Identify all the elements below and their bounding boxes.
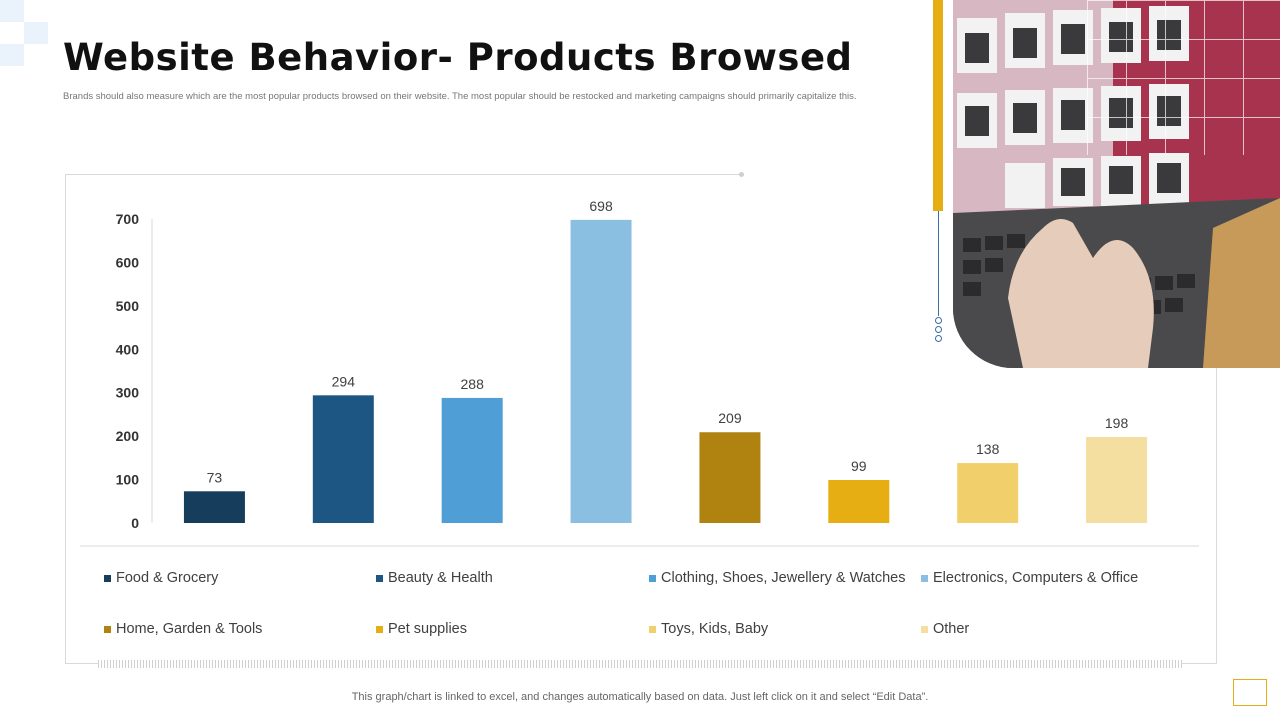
accent-circle bbox=[935, 335, 942, 342]
y-tick-label: 700 bbox=[116, 211, 140, 227]
bar[interactable] bbox=[957, 463, 1019, 523]
bar-data-label: 288 bbox=[461, 376, 485, 392]
bar-data-label: 294 bbox=[332, 373, 356, 389]
bar[interactable] bbox=[570, 219, 632, 523]
corner-box bbox=[1233, 679, 1267, 706]
bar-data-label: 99 bbox=[851, 458, 867, 474]
accent-bar bbox=[933, 0, 943, 211]
bar[interactable] bbox=[699, 432, 761, 523]
y-tick-label: 0 bbox=[131, 515, 139, 531]
y-tick-label: 100 bbox=[116, 472, 140, 488]
accent-line bbox=[938, 211, 939, 316]
y-axis: 0 100 200 300 400 500 600 700 bbox=[116, 211, 153, 531]
bar-data-label: 209 bbox=[718, 410, 742, 426]
page-title: Website Behavior- Products Browsed bbox=[63, 36, 853, 79]
bar[interactable] bbox=[828, 480, 890, 523]
y-tick-label: 600 bbox=[116, 254, 140, 270]
bar-data-label: 198 bbox=[1105, 415, 1129, 431]
bar-data-label: 73 bbox=[207, 469, 223, 485]
y-tick-label: 500 bbox=[116, 298, 140, 314]
bar[interactable] bbox=[312, 395, 374, 523]
accent-circle bbox=[935, 326, 942, 333]
y-tick-label: 300 bbox=[116, 385, 140, 401]
y-tick-label: 200 bbox=[116, 428, 140, 444]
chart-frame-hatch bbox=[98, 660, 1182, 668]
decorative-square bbox=[0, 44, 24, 66]
chart-frame-top-line bbox=[65, 174, 741, 175]
bar[interactable] bbox=[441, 397, 503, 523]
accent-circle bbox=[935, 317, 942, 324]
bar[interactable] bbox=[183, 491, 245, 523]
decorative-grid bbox=[1087, 0, 1280, 155]
decorative-square bbox=[24, 22, 48, 44]
bar-data-label: 698 bbox=[589, 198, 613, 214]
decorative-square bbox=[0, 0, 24, 22]
page-subtitle: Brands should also measure which are the… bbox=[63, 91, 857, 102]
footer-note: This graph/chart is linked to excel, and… bbox=[351, 691, 929, 703]
bar-data-label: 138 bbox=[976, 441, 1000, 457]
y-tick-label: 400 bbox=[116, 341, 140, 357]
bar[interactable] bbox=[1086, 437, 1148, 523]
bars bbox=[183, 219, 1148, 523]
chart-frame-dot bbox=[739, 172, 744, 177]
data-labels: 73 294 288 698 209 99 138 198 bbox=[207, 198, 1129, 485]
